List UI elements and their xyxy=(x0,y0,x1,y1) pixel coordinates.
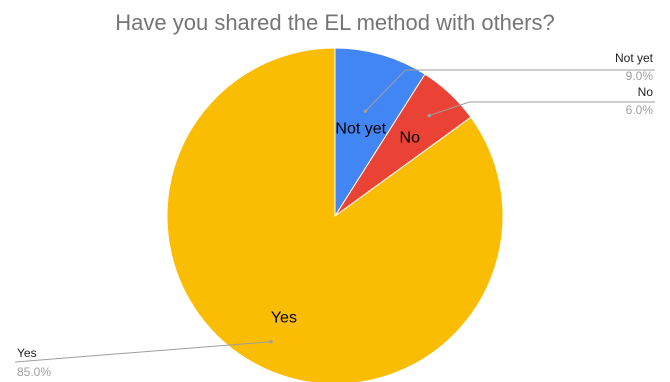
pie-slices: Not yet No Yes xyxy=(166,47,504,382)
slice-label-yes: Yes xyxy=(271,309,297,326)
callout-percent-yes: 85.0% xyxy=(17,365,51,379)
callout-label-yes: Yes xyxy=(17,346,37,360)
callout-label-no: No xyxy=(638,85,654,99)
callout-dot-yes xyxy=(269,339,273,344)
slice-label-no: No xyxy=(400,129,421,146)
callout-dot-no xyxy=(427,113,432,118)
callout-labels: Not yet 9.0% No 6.0% Yes 85.0% xyxy=(14,51,655,379)
callout-line-not-yet xyxy=(365,69,655,112)
callout-percent-not-yet: 9.0% xyxy=(626,69,654,83)
slice-label-not-yet: Not yet xyxy=(335,120,386,137)
callout-dot-not-yet xyxy=(363,109,368,113)
callout-line-yes xyxy=(14,341,271,363)
callout-label-not-yet: Not yet xyxy=(615,51,654,65)
pie-slice-yes xyxy=(166,47,504,382)
chart-title: Have you shared the EL method with other… xyxy=(115,10,554,35)
callout-line-no xyxy=(429,101,655,117)
callout-percent-no: 6.0% xyxy=(626,103,654,117)
pie-slice-not-yet xyxy=(334,47,426,218)
